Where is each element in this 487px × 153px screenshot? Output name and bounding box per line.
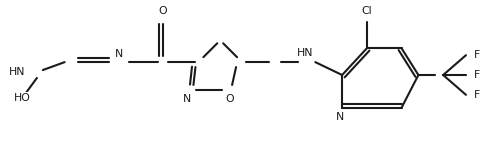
Text: F: F	[474, 90, 480, 100]
Text: Cl: Cl	[361, 6, 372, 16]
Text: HO: HO	[14, 93, 31, 103]
Text: N: N	[336, 112, 344, 122]
Text: O: O	[158, 6, 167, 16]
Text: N: N	[115, 49, 123, 59]
Text: O: O	[226, 94, 234, 104]
Text: F: F	[474, 70, 480, 80]
Text: F: F	[474, 50, 480, 60]
Text: HN: HN	[8, 67, 25, 77]
Text: N: N	[183, 94, 190, 104]
Text: HN: HN	[297, 48, 314, 58]
